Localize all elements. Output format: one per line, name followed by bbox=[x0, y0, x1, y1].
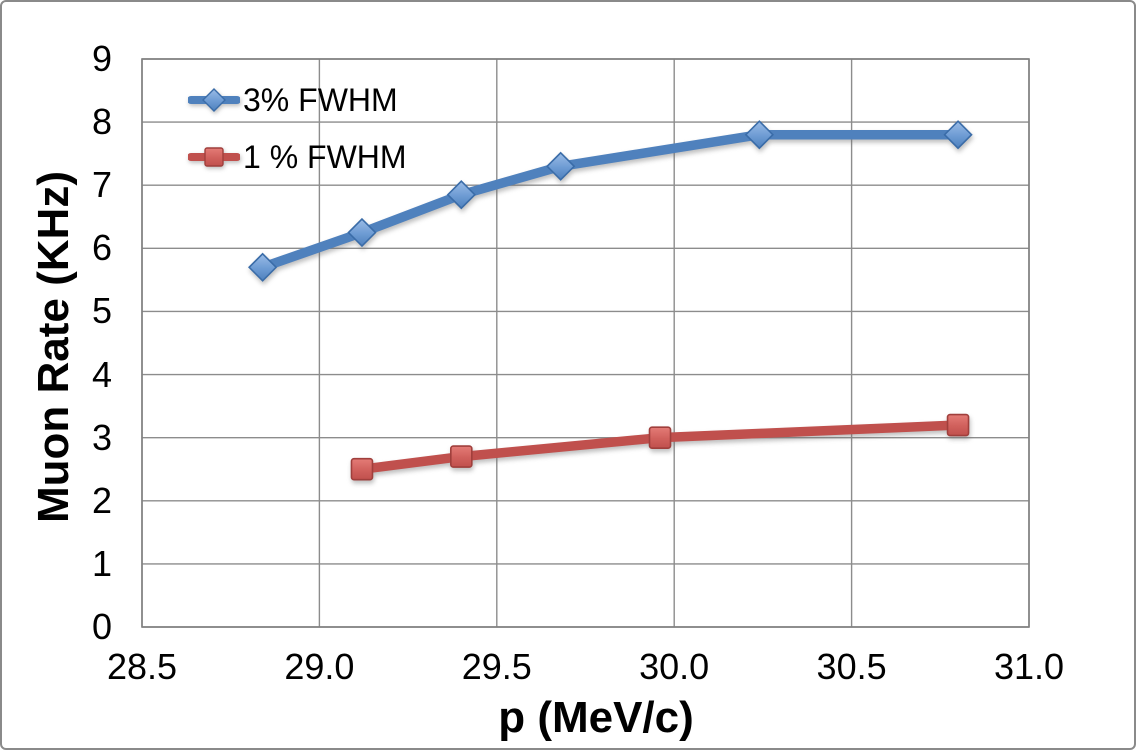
legend-label-3pct-fwhm: 3% FWHM bbox=[243, 82, 398, 118]
data-point-diamond-icon bbox=[546, 151, 576, 181]
legend-label-1pct-fwhm: 1 % FWHM bbox=[243, 139, 407, 175]
gridlines bbox=[141, 58, 1030, 628]
data-point-diamond-icon bbox=[744, 120, 774, 150]
data-point-square-icon bbox=[350, 457, 374, 481]
y-tick-label: 1 bbox=[91, 542, 112, 584]
x-tick-label: 30.0 bbox=[639, 646, 710, 687]
data-point-square-icon bbox=[648, 426, 672, 449]
data-point-diamond-icon bbox=[446, 180, 476, 210]
y-tick-label: 2 bbox=[91, 479, 112, 521]
y-tick-label: 8 bbox=[91, 101, 112, 143]
series-line-1 bbox=[248, 120, 973, 282]
legend-item-1pct-fwhm: 1 % FWHM bbox=[188, 131, 407, 183]
data-point-square-icon bbox=[946, 413, 970, 437]
legend-item-3pct-fwhm: 3% FWHM bbox=[188, 74, 398, 126]
x-tick-label: 30.5 bbox=[816, 646, 887, 687]
x-tick-label: 28.5 bbox=[106, 646, 178, 687]
y-tick-label: 7 bbox=[91, 164, 112, 206]
series-line-2 bbox=[350, 413, 970, 481]
x-tick-label: 29.5 bbox=[461, 646, 532, 687]
legend-marker-blue-diamond-icon bbox=[188, 88, 240, 112]
y-tick-label: 3 bbox=[91, 416, 112, 458]
y-tick-label: 9 bbox=[91, 38, 112, 79]
x-tick-label: 29.0 bbox=[284, 646, 355, 687]
x-axis-title: p (MeV/c) bbox=[498, 693, 694, 742]
y-tick-label: 4 bbox=[91, 353, 112, 395]
y-tick-label: 0 bbox=[91, 606, 112, 647]
y-tick-label: 5 bbox=[91, 290, 112, 332]
legend-marker-red-square-icon bbox=[188, 147, 240, 167]
data-point-diamond-icon bbox=[347, 217, 377, 248]
data-point-diamond-icon bbox=[943, 120, 973, 150]
series-layer bbox=[248, 120, 973, 481]
y-tick-label: 6 bbox=[91, 227, 112, 269]
data-point-square-icon bbox=[450, 445, 473, 468]
data-point-diamond-icon bbox=[248, 252, 278, 282]
x-tick-label: 31.0 bbox=[993, 646, 1065, 687]
y-axis-title: Muon Rate (KHz) bbox=[29, 171, 78, 523]
